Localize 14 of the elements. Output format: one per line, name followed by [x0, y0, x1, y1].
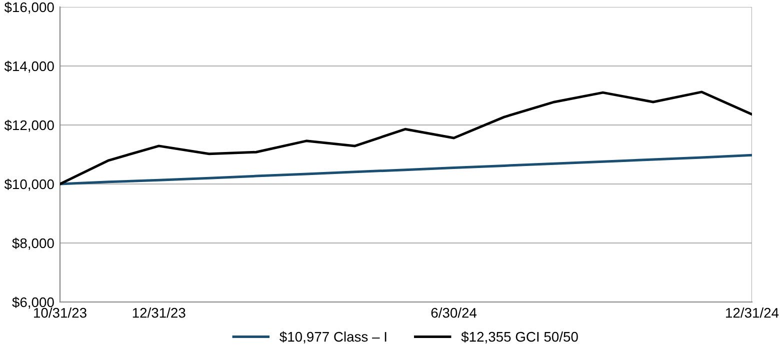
x-tick-label: 12/31/23: [132, 308, 186, 318]
y-tick-label: $16,000: [4, 2, 54, 14]
legend-label: $12,355 GCI 50/50: [461, 331, 578, 344]
line-series: [60, 90, 752, 186]
legend-label: $10,977 Class – I: [280, 331, 386, 344]
y-tick-label: $10,000: [4, 178, 54, 191]
y-tick-label: $6,000: [12, 296, 54, 309]
x-tick-label: 6/30/24: [431, 308, 477, 318]
y-tick-label: $8,000: [12, 238, 54, 250]
x-tick-label: 10/31/23: [34, 308, 86, 318]
y-tick-label: $12,000: [4, 120, 54, 132]
x-tick-label: 12/31/24: [726, 308, 779, 318]
line-series: [60, 154, 752, 186]
y-tick-label: $14,000: [4, 60, 54, 73]
